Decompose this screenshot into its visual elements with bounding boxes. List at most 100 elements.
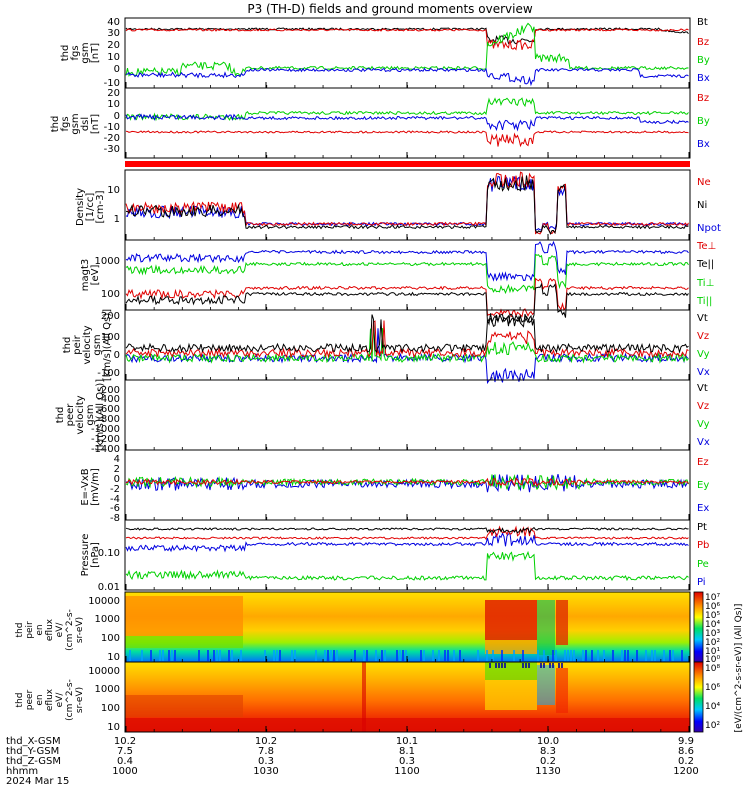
- spectrogram-cell: [552, 663, 554, 668]
- y-axis-label-line: thd: [50, 116, 61, 133]
- x-value: 1000: [112, 766, 137, 777]
- series-line: [125, 28, 689, 51]
- y-tick-label: 10: [107, 652, 120, 663]
- y-axis-label-line: en: [35, 694, 45, 705]
- spectrogram-cell: [681, 650, 683, 661]
- legend-entry: Vy: [697, 349, 710, 360]
- spectrogram-cell: [171, 650, 173, 661]
- panel-frame: [124, 239, 691, 311]
- spectrogram-cell: [294, 650, 296, 661]
- y-tick-label: -10: [104, 78, 120, 89]
- y-tick-label: -6: [110, 503, 120, 514]
- colorbar-tick: 10⁸: [705, 664, 720, 674]
- y-tick-label: 10: [107, 722, 120, 733]
- y-tick-label: 100: [101, 332, 120, 343]
- colorbar-tick: 10⁴: [705, 620, 720, 630]
- y-tick-label: 1: [114, 214, 120, 225]
- y-tick-label: 1000: [95, 684, 120, 695]
- spectrogram-cell: [228, 650, 230, 661]
- spectrogram-cell: [486, 650, 488, 661]
- y-axis-label-line: [nT]: [90, 43, 101, 63]
- x-value: 8.3: [540, 746, 556, 757]
- y-tick-label: 10000: [88, 596, 120, 607]
- legend-entry: Ne: [697, 177, 711, 188]
- legend-entry: Ey: [697, 480, 709, 491]
- colorbar-tick: 10⁵: [705, 611, 720, 621]
- legend-entry: By: [697, 116, 710, 127]
- spectrogram-cell: [552, 650, 554, 661]
- y-axis-label-line: eflux: [45, 618, 55, 641]
- legend-entry: Bx: [697, 73, 710, 84]
- spectrogram-cell: [381, 650, 383, 661]
- y-axis-label-line: fgs: [70, 45, 81, 60]
- legend-entry: Pt: [697, 522, 707, 533]
- colorbar-top: [693, 591, 704, 663]
- y-axis-label-line: [nT]: [90, 114, 101, 134]
- spectrogram-cell: [363, 650, 365, 661]
- y-tick-label: 10: [107, 99, 120, 110]
- spectrogram-cell: [558, 663, 560, 668]
- legend-entry: Pb: [697, 540, 709, 551]
- y-tick-label: -100: [97, 368, 120, 379]
- series-pi: [125, 531, 689, 553]
- series-ne: [125, 171, 689, 235]
- spectrogram-cell: [198, 650, 200, 661]
- spectrogram-cell: [423, 650, 425, 661]
- spectrogram-cell: [513, 650, 515, 661]
- x-value: 1100: [394, 766, 419, 777]
- spectrogram-cell: [573, 650, 575, 661]
- x-value: 7.5: [117, 746, 133, 757]
- y-tick-label: 100: [101, 289, 120, 300]
- y-tick-label: 0: [114, 350, 120, 361]
- spectrogram-cell: [525, 663, 527, 668]
- panel-fgs-gsm-dsl: 20 10 0 -10 -20 -30 thd fgs gsm dsl [nT]…: [50, 87, 710, 159]
- series-vz: [125, 320, 689, 359]
- spectrogram-cell: [556, 668, 568, 713]
- y-axis-label: thd peer velocity gsm [km/s](All Qs)]: [55, 379, 106, 451]
- spectrogram-cell: [645, 650, 647, 661]
- y-tick-label: 0: [114, 64, 120, 75]
- y-axis-label-line: gsm: [92, 334, 103, 355]
- spectrogram-cell: [405, 650, 407, 661]
- series-line: [125, 531, 689, 553]
- spectrogram-cell: [231, 650, 233, 661]
- spectrogram-cell: [333, 650, 335, 661]
- y-tick-label: 30: [107, 28, 120, 39]
- spectrogram-cell: [555, 650, 557, 661]
- y-axis-label-line: eV/: [55, 622, 65, 638]
- series-line: [125, 113, 689, 132]
- plot-title: P3 (TH-D) fields and ground moments over…: [247, 2, 532, 16]
- y-axis-label-line: gsm: [85, 404, 96, 425]
- series-bt: [125, 27, 689, 46]
- spectrogram-cell: [396, 650, 398, 661]
- legend-entry: Bt: [697, 17, 708, 28]
- y-axis-label-line: (cm^2-s-: [65, 679, 75, 721]
- y-axis-label-line: E=-VxB: [80, 468, 91, 505]
- y-tick-label: 2: [114, 464, 120, 475]
- series-line: [125, 130, 689, 148]
- spectrogram-cell: [621, 650, 623, 661]
- separator-bar: [125, 161, 690, 167]
- spectrogram-cell: [150, 650, 152, 661]
- panel-peir-velocity: 200 100 0 -100 thd peir velocity gsm [km…: [62, 309, 710, 385]
- spectrogram-cell: [444, 650, 446, 661]
- spectrogram-cell: [213, 650, 215, 661]
- legend-entry: Npot: [697, 223, 721, 234]
- x-value: 1200: [673, 766, 698, 777]
- colorbar-label: [eV/(cm^2-s-sr-eV)] (All Qs)]: [734, 604, 744, 733]
- spectrogram-cell: [591, 650, 593, 661]
- y-axis-label-line: [1/cc]: [85, 193, 96, 222]
- spectrogram-cell: [402, 650, 404, 661]
- y-axis-label: E=-VxB [mV/m]: [80, 468, 101, 506]
- y-tick-label: 10000: [88, 666, 120, 677]
- y-tick-label: -1000: [91, 424, 120, 435]
- series-line: [125, 526, 689, 534]
- colorbar-tick: 10¹: [705, 647, 720, 657]
- x-row-label: 2024 Mar 15: [6, 776, 69, 787]
- y-axis-label: thd peer en eflux eV/ (cm^2-s- sr-eV): [15, 679, 85, 721]
- spectrogram-cell: [174, 650, 176, 661]
- y-tick-label: -4: [110, 494, 120, 505]
- spectrogram-cell: [366, 650, 368, 661]
- legend-entry: Bx: [697, 139, 710, 150]
